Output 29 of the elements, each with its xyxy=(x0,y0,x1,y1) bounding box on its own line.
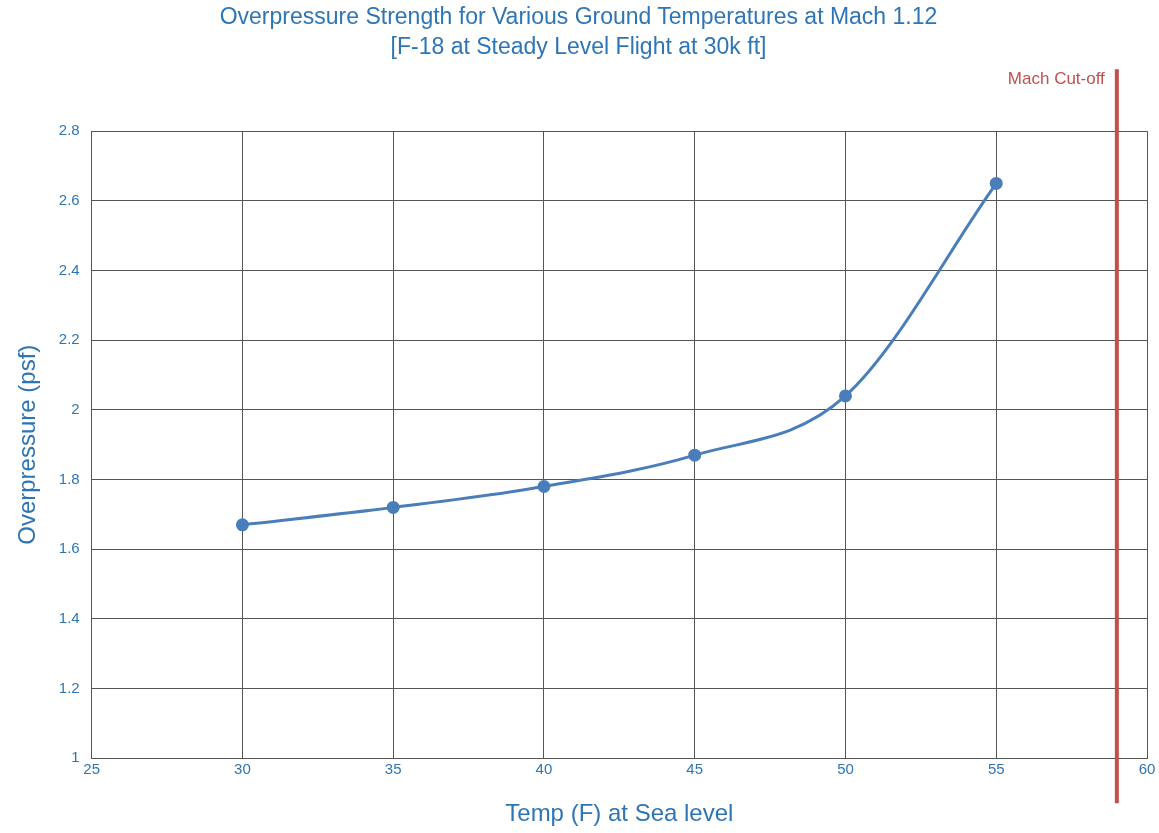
x-tick-label: 30 xyxy=(234,760,251,778)
y-tick-label: 1.6 xyxy=(58,539,80,557)
ref-line-label: Mach Cut-off xyxy=(1007,68,1106,88)
y-tick-label: 1.4 xyxy=(58,609,80,627)
y-tick-label: 1 xyxy=(71,748,80,766)
point xyxy=(537,480,551,493)
x-tick-label: 60 xyxy=(1138,760,1156,778)
y-tick-label: 2 xyxy=(71,400,80,418)
point xyxy=(989,176,1003,190)
x-tick-label: 50 xyxy=(837,760,854,778)
y-tick-label: 1.2 xyxy=(58,678,80,696)
y-tick-label: 1.8 xyxy=(58,469,80,487)
y-axis-title: Overpressure (psf) xyxy=(13,344,41,545)
y-tick-label: 2.4 xyxy=(58,260,80,278)
x-tick-label: 25 xyxy=(83,760,100,778)
x-tick-label: 45 xyxy=(686,760,704,778)
point xyxy=(386,500,400,514)
point xyxy=(838,389,852,403)
point xyxy=(688,448,702,462)
y-tick-label: 2.8 xyxy=(58,121,80,139)
x-tick-label: 40 xyxy=(535,760,553,778)
x-tick-label: 35 xyxy=(384,760,402,778)
y-tick-label: 2.2 xyxy=(58,330,80,348)
chart-subtitle: [F-18 at Steady Level Flight at 30k ft] xyxy=(390,32,767,59)
chart-title: Overpressure Strength for Various Ground Temperatures at Mach 1.12 xyxy=(219,3,938,30)
point xyxy=(235,518,249,532)
x-tick-label: 55 xyxy=(987,760,1005,778)
y-tick-label: 2.6 xyxy=(58,191,80,209)
x-axis-title: Temp (F) at Sea level xyxy=(505,799,734,827)
